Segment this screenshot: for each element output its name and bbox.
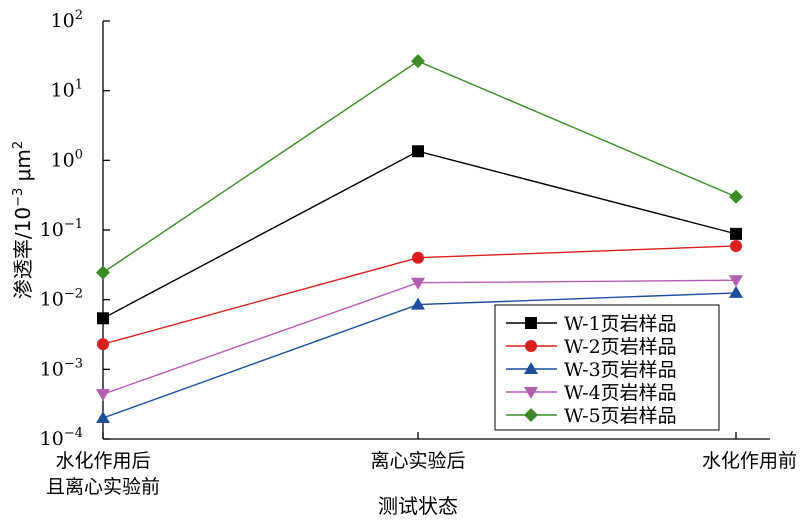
series-3 bbox=[96, 285, 743, 424]
legend-marker bbox=[524, 362, 538, 374]
series-line bbox=[102, 150, 737, 319]
data-point bbox=[730, 227, 742, 240]
series-layer bbox=[96, 54, 743, 424]
legend-label: W-3页岩样品 bbox=[564, 359, 677, 381]
y-axis-ticks: 10−4 10−3 10−2 10−1 100 101 102 bbox=[40, 8, 110, 450]
data-point bbox=[96, 389, 110, 402]
y-tick-label: 101 bbox=[51, 78, 83, 102]
legend-marker bbox=[525, 317, 537, 329]
series-2 bbox=[97, 239, 742, 351]
legend-label: W-2页岩样品 bbox=[564, 336, 677, 358]
data-point bbox=[97, 338, 109, 351]
y-tick-label: 10−2 bbox=[40, 287, 83, 311]
series-5 bbox=[96, 54, 743, 280]
series-4 bbox=[96, 275, 743, 402]
data-point bbox=[412, 251, 424, 264]
data-point bbox=[729, 275, 743, 288]
y-axis-title: 渗透率/10−3 μm2 bbox=[11, 141, 35, 299]
data-point bbox=[730, 239, 742, 252]
series-line bbox=[102, 60, 737, 274]
legend-marker bbox=[525, 340, 537, 352]
legend-label: W-4页岩样品 bbox=[564, 382, 677, 404]
legend-label: W-5页岩样品 bbox=[564, 405, 677, 427]
y-tick-label: 10−1 bbox=[40, 217, 83, 241]
data-point bbox=[411, 277, 425, 290]
data-point bbox=[411, 54, 425, 69]
data-point bbox=[729, 189, 743, 204]
data-point bbox=[412, 145, 424, 158]
x-category-label: 且离心实验前 bbox=[46, 476, 160, 498]
x-axis-title: 测试状态 bbox=[378, 494, 458, 518]
data-point bbox=[96, 265, 110, 280]
x-category-label: 水化作用前 bbox=[702, 450, 797, 472]
data-point bbox=[96, 411, 110, 424]
y-tick-label: 10−3 bbox=[40, 356, 83, 380]
y-tick-label: 10−4 bbox=[40, 426, 83, 450]
x-category-label: 水化作用后 bbox=[55, 450, 150, 472]
y-tick-label: 100 bbox=[51, 147, 83, 171]
legend-marker bbox=[524, 387, 538, 399]
legend-label: W-1页岩样品 bbox=[564, 313, 677, 335]
data-point bbox=[729, 285, 743, 298]
y-tick-label: 102 bbox=[51, 8, 83, 32]
series-1 bbox=[97, 145, 742, 325]
data-point bbox=[97, 312, 109, 325]
x-category-label: 离心实验后 bbox=[370, 450, 465, 472]
data-point bbox=[411, 297, 425, 310]
legend-marker bbox=[524, 408, 538, 422]
